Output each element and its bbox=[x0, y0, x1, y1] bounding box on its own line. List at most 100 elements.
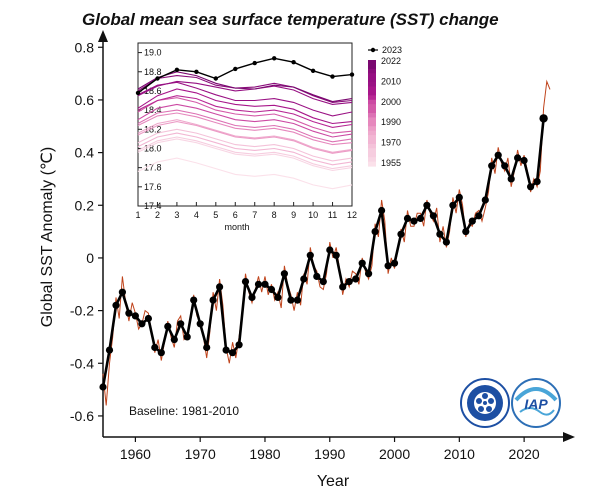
inset-y-tick-label: 17.6 bbox=[144, 182, 162, 192]
annual-point bbox=[209, 296, 217, 304]
annual-point bbox=[125, 309, 133, 317]
iap-logo: IAP bbox=[511, 378, 561, 428]
annual-point bbox=[384, 262, 392, 270]
annual-point bbox=[319, 278, 327, 286]
y-tick-label: -0.4 bbox=[70, 355, 94, 371]
annual-point bbox=[170, 336, 178, 344]
annual-point bbox=[429, 212, 437, 220]
colorbar-segment bbox=[368, 148, 376, 154]
annual-point bbox=[378, 206, 386, 215]
inset-y-tick-label: 18.8 bbox=[144, 67, 162, 77]
y-tick-label: 0.2 bbox=[75, 197, 95, 213]
annual-point bbox=[248, 293, 256, 301]
inset-point-2023 bbox=[349, 72, 355, 77]
colorbar-label: 2000 bbox=[381, 97, 401, 107]
colorbar-segment bbox=[368, 152, 376, 158]
colorbar-label: 1970 bbox=[381, 138, 401, 148]
annual-point bbox=[371, 228, 379, 236]
inset-line-1985 bbox=[137, 121, 353, 154]
annual-point bbox=[235, 341, 243, 349]
annual-point bbox=[390, 259, 399, 267]
inset-y-tick-label: 18.6 bbox=[144, 86, 162, 96]
x-axis-arrow bbox=[563, 432, 575, 442]
annual-point bbox=[293, 296, 301, 304]
annual-point bbox=[481, 196, 489, 204]
y-tick-label: -0.6 bbox=[70, 408, 94, 424]
colorbar-segment bbox=[368, 86, 376, 92]
inset-line-1980 bbox=[137, 119, 353, 153]
inset-line-2010 bbox=[137, 88, 353, 125]
inset-line-2016 bbox=[137, 75, 353, 103]
annual-point bbox=[345, 278, 353, 286]
inset-x-tick-label: 9 bbox=[291, 210, 296, 220]
inset-point-2023 bbox=[291, 60, 296, 65]
annual-point bbox=[151, 343, 159, 352]
colorbar-segment bbox=[368, 117, 376, 123]
inset-y-tick-label: 19.0 bbox=[144, 48, 162, 58]
inset-point-2023 bbox=[310, 68, 316, 74]
colorbar-segment bbox=[368, 143, 376, 149]
annual-point bbox=[475, 212, 483, 220]
inset-point-2023 bbox=[233, 66, 238, 72]
annual-point bbox=[196, 320, 204, 328]
inset-x-tick-label: 8 bbox=[272, 210, 277, 220]
inset-line-2000 bbox=[137, 103, 353, 138]
inset-line-1965 bbox=[137, 136, 353, 170]
annual-point bbox=[183, 333, 191, 341]
main-axes bbox=[98, 30, 575, 442]
monthly-anomaly-line bbox=[102, 79, 551, 406]
inset-line-2023 bbox=[137, 57, 353, 94]
annual-point bbox=[105, 346, 114, 354]
inset-point-2023 bbox=[213, 76, 218, 81]
y-tick-label: 0.4 bbox=[75, 145, 95, 161]
x-tick-label: 1970 bbox=[185, 446, 216, 462]
annual-point bbox=[222, 346, 230, 354]
inset-point-2023 bbox=[252, 60, 257, 66]
annual-point bbox=[267, 285, 276, 294]
annual-point bbox=[494, 151, 502, 159]
colorbar-segment bbox=[368, 126, 376, 132]
colorbar-segment bbox=[368, 113, 376, 119]
inset-y-tick-label: 17.8 bbox=[144, 163, 162, 173]
annual-point bbox=[533, 178, 541, 186]
inset-x-tick-label: 5 bbox=[213, 210, 218, 220]
colorbar-segment bbox=[368, 60, 376, 66]
inset-x-tick-label: 1 bbox=[135, 210, 140, 220]
inset-line-2020 bbox=[137, 81, 353, 117]
inset-line-1955 bbox=[137, 157, 353, 190]
x-tick-label: 1960 bbox=[120, 446, 151, 462]
annual-point bbox=[306, 251, 314, 259]
svg-text:IAP: IAP bbox=[524, 396, 548, 412]
annual-point bbox=[216, 283, 224, 291]
x-tick-label: 2000 bbox=[379, 446, 410, 462]
legend-2023-marker bbox=[370, 47, 376, 53]
annual-point bbox=[520, 156, 528, 165]
colorbar-segment bbox=[368, 161, 376, 167]
annual-point bbox=[287, 296, 295, 304]
annual-point bbox=[144, 314, 152, 323]
inset-line-1998 bbox=[137, 97, 353, 134]
colorbar-segment bbox=[368, 157, 376, 163]
annual-point bbox=[241, 278, 250, 286]
annual-point bbox=[190, 296, 198, 304]
inset-x-tick-label: 11 bbox=[328, 210, 337, 220]
x-tick-label: 1990 bbox=[314, 446, 345, 462]
inset-line-2005 bbox=[137, 95, 353, 128]
inset-point-2023 bbox=[272, 56, 277, 61]
x-tick-label: 2010 bbox=[444, 446, 475, 462]
colorbar-label: 2022 bbox=[381, 56, 401, 66]
inset-y-tick-label: 18.4 bbox=[144, 105, 162, 115]
annual-point bbox=[442, 238, 450, 246]
colorbar-label: 2010 bbox=[381, 76, 401, 86]
inset-line-2015 bbox=[137, 80, 353, 105]
annual-point bbox=[326, 246, 334, 254]
annual-point bbox=[280, 270, 288, 278]
annual-point bbox=[462, 228, 470, 236]
annual-point bbox=[397, 230, 405, 238]
inset-line-1995 bbox=[137, 109, 353, 143]
x-axis-label: Year bbox=[317, 473, 350, 490]
colorbar-segment bbox=[368, 121, 376, 127]
annual-point bbox=[358, 259, 366, 267]
inset-x-tick-label: 3 bbox=[174, 210, 179, 220]
